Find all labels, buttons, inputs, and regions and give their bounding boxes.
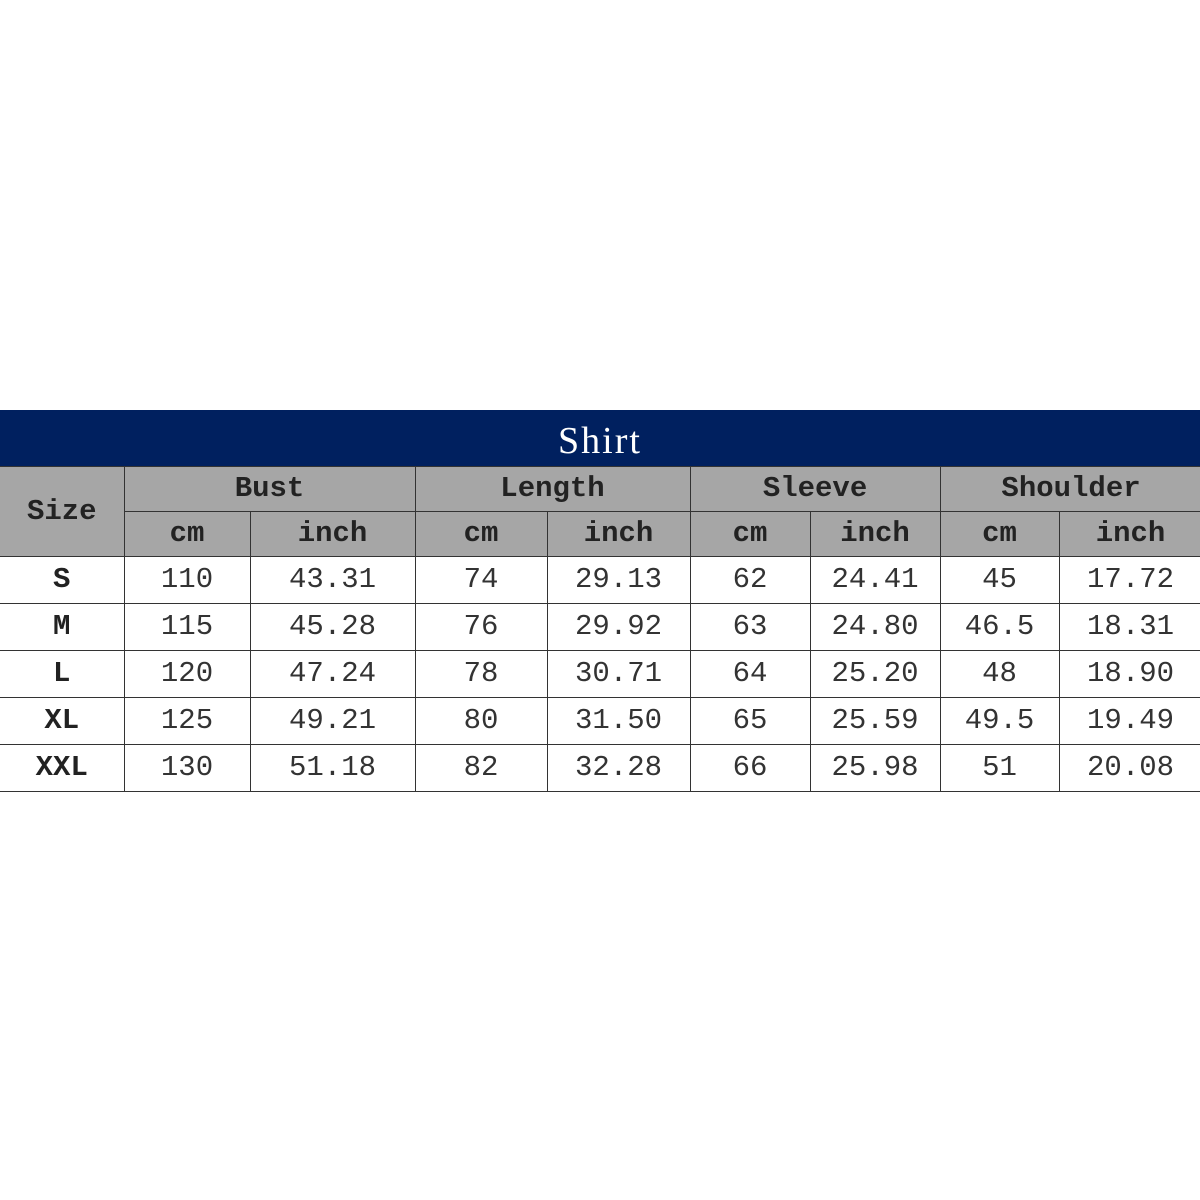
measurement-cell: 65 <box>689 697 811 745</box>
measurement-cell: 48 <box>939 650 1060 698</box>
measurement-cell: 46.5 <box>939 603 1060 651</box>
measurement-cell: 45.28 <box>249 603 416 651</box>
measurement-cell: 18.90 <box>1058 650 1200 698</box>
measurement-cell: 63 <box>689 603 811 651</box>
unit-header-cm: cm <box>939 511 1060 557</box>
measurement-cell: 76 <box>414 603 548 651</box>
measurement-cell: 82 <box>414 744 548 792</box>
measurement-cell: 80 <box>414 697 548 745</box>
measurement-cell: 24.41 <box>809 556 941 604</box>
measurement-cell: 78 <box>414 650 548 698</box>
measurement-cell: 130 <box>123 744 251 792</box>
measurement-cell: 29.92 <box>546 603 691 651</box>
table-row: XXL 130 51.18 82 32.28 66 25.98 51 20.08 <box>0 744 1200 792</box>
size-cell: L <box>0 650 125 698</box>
measurement-cell: 45 <box>939 556 1060 604</box>
measurement-cell: 49.5 <box>939 697 1060 745</box>
size-chart-table: Size Bust Length Sleeve Shoulder cm inch… <box>0 466 1200 792</box>
size-cell: XXL <box>0 744 125 792</box>
measurement-cell: 19.49 <box>1058 697 1200 745</box>
measurement-cell: 25.59 <box>809 697 941 745</box>
measurement-cell: 125 <box>123 697 251 745</box>
measurement-cell: 66 <box>689 744 811 792</box>
group-header-bust: Bust <box>123 466 416 512</box>
measurement-cell: 25.98 <box>809 744 941 792</box>
measurement-cell: 32.28 <box>546 744 691 792</box>
measurement-cell: 29.13 <box>546 556 691 604</box>
unit-header-inch: inch <box>809 511 941 557</box>
group-header-sleeve: Sleeve <box>689 466 941 512</box>
measurement-cell: 43.31 <box>249 556 416 604</box>
measurement-cell: 49.21 <box>249 697 416 745</box>
size-cell: XL <box>0 697 125 745</box>
measurement-cell: 110 <box>123 556 251 604</box>
group-header-length: Length <box>414 466 691 512</box>
table-row: S 110 43.31 74 29.13 62 24.41 45 17.72 <box>0 556 1200 604</box>
measurement-cell: 30.71 <box>546 650 691 698</box>
measurement-cell: 25.20 <box>809 650 941 698</box>
group-header-shoulder: Shoulder <box>939 466 1200 512</box>
size-cell: M <box>0 603 125 651</box>
unit-header-inch: inch <box>1058 511 1200 557</box>
table-row: M 115 45.28 76 29.92 63 24.80 46.5 18.31 <box>0 603 1200 651</box>
unit-header-cm: cm <box>689 511 811 557</box>
unit-header-inch: inch <box>546 511 691 557</box>
table-title: Shirt <box>0 410 1200 466</box>
unit-header-cm: cm <box>414 511 548 557</box>
measurement-cell: 64 <box>689 650 811 698</box>
size-header: Size <box>0 466 125 557</box>
measurement-cell: 20.08 <box>1058 744 1200 792</box>
measurement-cell: 120 <box>123 650 251 698</box>
unit-header-cm: cm <box>124 511 251 557</box>
measurement-cell: 115 <box>123 603 251 651</box>
measurement-cell: 51 <box>939 744 1060 792</box>
measurement-cell: 24.80 <box>809 603 941 651</box>
table-row: XL 125 49.21 80 31.50 65 25.59 49.5 19.49 <box>0 697 1200 745</box>
header-row-units: cm inch cm inch cm inch cm inch <box>0 511 1200 557</box>
measurement-cell: 18.31 <box>1058 603 1200 651</box>
measurement-cell: 31.50 <box>546 697 691 745</box>
measurement-cell: 62 <box>689 556 811 604</box>
size-cell: S <box>0 556 125 604</box>
measurement-cell: 51.18 <box>249 744 416 792</box>
measurement-cell: 47.24 <box>249 650 416 698</box>
table-row: L 120 47.24 78 30.71 64 25.20 48 18.90 <box>0 650 1200 698</box>
unit-header-inch: inch <box>249 511 416 557</box>
measurement-cell: 17.72 <box>1058 556 1200 604</box>
measurement-cell: 74 <box>414 556 548 604</box>
header-row-groups: Size Bust Length Sleeve Shoulder <box>0 466 1200 557</box>
